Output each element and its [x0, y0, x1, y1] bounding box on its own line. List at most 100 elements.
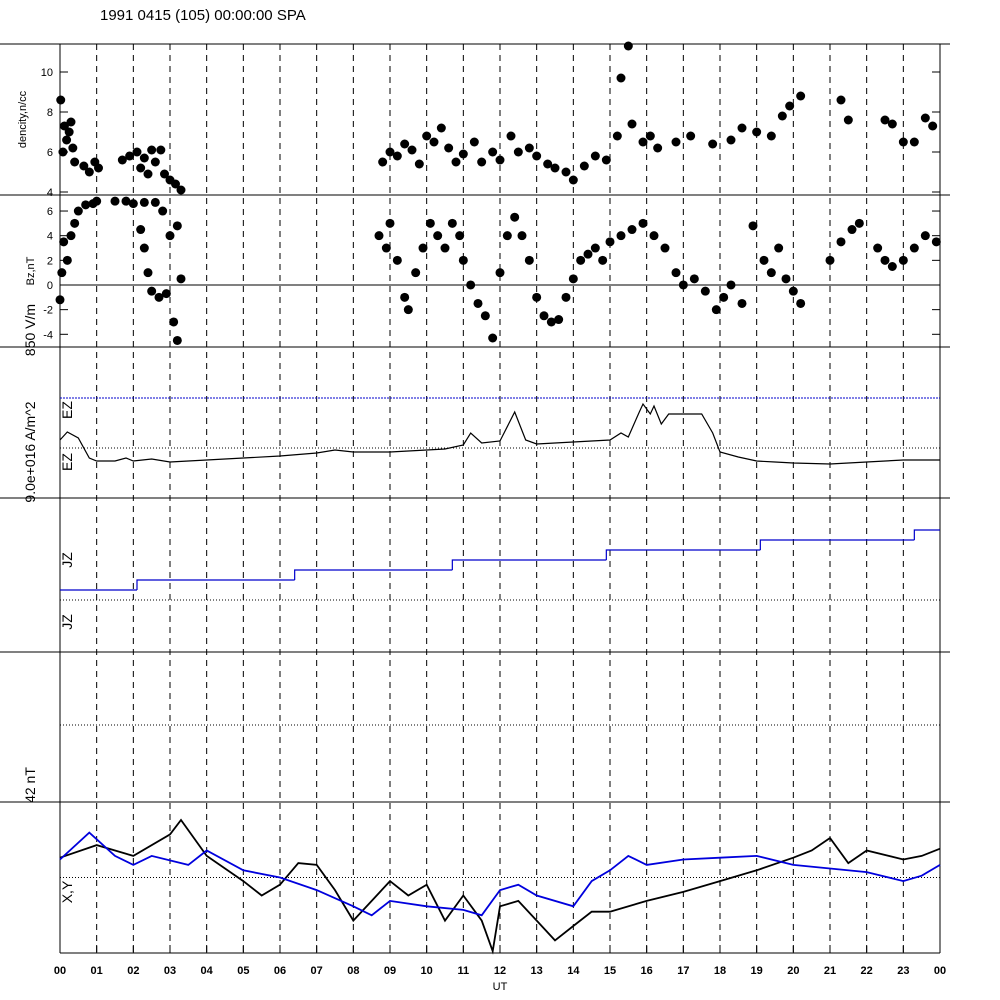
data-point	[176, 274, 186, 284]
data-point	[836, 237, 846, 247]
data-point	[671, 268, 681, 278]
data-point	[400, 139, 410, 149]
data-point	[165, 231, 175, 241]
data-point	[777, 111, 787, 121]
data-point	[59, 237, 69, 247]
y-axis-label: dencity,n/cc	[17, 90, 29, 148]
x-tick-label: 19	[751, 965, 763, 977]
data-point	[678, 280, 688, 290]
data-point	[458, 149, 468, 159]
data-point	[752, 127, 762, 137]
data-line	[59, 402, 940, 465]
data-point	[455, 231, 465, 241]
data-point	[653, 143, 663, 153]
chart-title: 1991 0415 (105) 00:00:00 SPA	[100, 7, 306, 24]
data-point	[550, 163, 560, 173]
data-point	[524, 255, 534, 265]
y-tick-label: -4	[43, 329, 53, 341]
data-point	[649, 231, 659, 241]
data-point	[57, 268, 67, 278]
data-point	[887, 262, 897, 272]
data-point	[561, 292, 571, 302]
x-tick-label: 15	[604, 965, 616, 977]
data-point	[62, 255, 72, 265]
data-point	[686, 131, 696, 141]
data-point	[623, 41, 633, 51]
data-point	[847, 225, 857, 235]
data-point	[139, 197, 149, 207]
data-point	[532, 151, 542, 161]
data-point	[774, 243, 784, 253]
step-segment	[605, 549, 761, 560]
data-point	[411, 268, 421, 278]
data-point	[488, 333, 498, 343]
data-point	[737, 298, 747, 308]
data-point	[121, 196, 131, 206]
x-tick-label: 21	[824, 965, 836, 977]
data-point	[422, 131, 432, 141]
data-point	[128, 199, 138, 209]
data-point	[64, 127, 74, 137]
data-point	[92, 196, 102, 206]
data-point	[638, 218, 648, 228]
y-tick-label: -2	[43, 305, 53, 317]
data-point	[73, 206, 83, 216]
x-tick-label: 12	[494, 965, 506, 977]
data-point	[172, 335, 182, 345]
x-tick-label: 16	[641, 965, 653, 977]
data-point	[766, 268, 776, 278]
data-point	[543, 159, 553, 169]
data-point	[854, 218, 864, 228]
data-point	[627, 225, 637, 235]
y-axis-label: Bz,nT	[25, 256, 37, 285]
step-segment	[136, 579, 295, 590]
data-point	[825, 255, 835, 265]
x-tick-label: 02	[127, 965, 139, 977]
data-point	[161, 289, 171, 299]
data-point	[737, 123, 747, 133]
data-point	[513, 147, 523, 157]
panel-label: 42 nT	[22, 767, 38, 803]
data-point	[132, 147, 142, 157]
data-point	[502, 231, 512, 241]
data-point	[147, 286, 157, 296]
data-point	[150, 197, 160, 207]
x-axis-label: UT	[493, 981, 508, 993]
y-tick-label: 4	[47, 231, 53, 243]
step-segment	[294, 569, 453, 580]
data-point	[143, 268, 153, 278]
data-point	[414, 159, 424, 169]
data-point	[139, 243, 149, 253]
data-point	[378, 157, 388, 167]
data-point	[785, 101, 795, 111]
data-point	[425, 218, 435, 228]
x-tick-label: 20	[787, 965, 799, 977]
data-point	[532, 292, 542, 302]
data-point	[392, 255, 402, 265]
data-point	[136, 225, 146, 235]
data-point	[920, 113, 930, 123]
data-point	[418, 243, 428, 253]
data-point	[873, 243, 883, 253]
panel-label: 850 V/m	[22, 304, 38, 356]
data-point	[909, 243, 919, 253]
data-point	[451, 157, 461, 167]
data-point	[480, 311, 490, 321]
data-point	[708, 139, 718, 149]
data-point	[139, 153, 149, 163]
data-point	[429, 137, 439, 147]
data-point	[554, 315, 564, 325]
data-point	[524, 143, 534, 153]
data-point	[579, 161, 589, 171]
x-tick-label: 23	[897, 965, 909, 977]
data-point	[671, 137, 681, 147]
data-point	[79, 161, 89, 171]
data-point	[136, 163, 146, 173]
data-point	[81, 200, 91, 210]
data-point	[726, 135, 736, 145]
data-point	[719, 292, 729, 302]
data-point	[84, 167, 94, 177]
data-point	[616, 231, 626, 241]
data-point	[612, 131, 622, 141]
data-point	[880, 115, 890, 125]
